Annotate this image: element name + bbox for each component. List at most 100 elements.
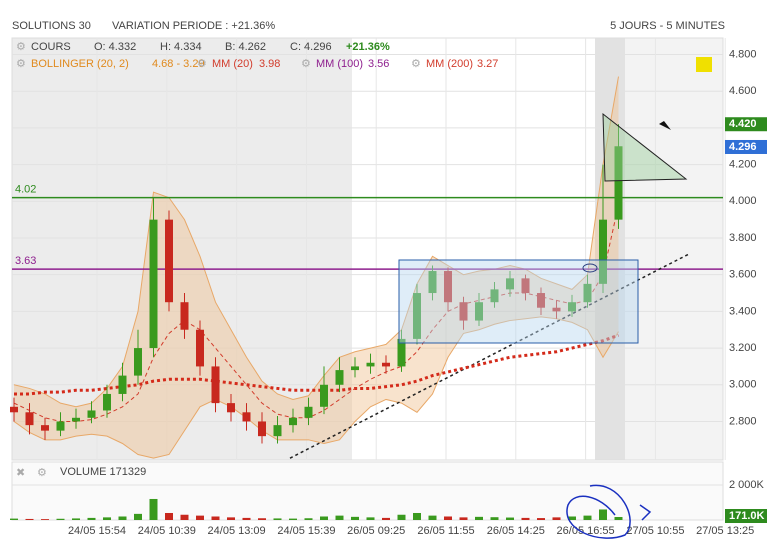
- volume-bar: [227, 517, 235, 520]
- volume-bar: [103, 517, 111, 520]
- volume-bar: [25, 518, 34, 520]
- price-tag-label: 4.296: [729, 141, 757, 153]
- y-tick-label: 2.800: [729, 415, 757, 427]
- volume-bar: [583, 515, 592, 520]
- gear-icon[interactable]: ⚙: [197, 58, 207, 70]
- volume-bar: [397, 514, 406, 520]
- y-tick-label: 4.600: [729, 85, 757, 97]
- bollinger-lower: [13, 316, 619, 459]
- volume-bar: [428, 515, 437, 520]
- bollinger-upper: [13, 76, 619, 408]
- legend-high: H: 4.334: [160, 41, 202, 53]
- gear-icon[interactable]: ⚙: [301, 58, 311, 70]
- candle-body: [320, 384, 328, 407]
- candle-body: [382, 362, 390, 367]
- x-tick-label: 24/05 13:09: [208, 525, 266, 537]
- volume-bar: [382, 517, 390, 520]
- candle-body: [506, 278, 514, 290]
- close-icon[interactable]: ✖: [16, 467, 25, 479]
- price-tag: [725, 117, 767, 132]
- candle-body: [459, 302, 468, 321]
- y-tick-label: 3.800: [729, 232, 757, 244]
- volume-bar: [41, 519, 49, 520]
- candle-body: [366, 362, 375, 367]
- candle-body: [134, 348, 142, 376]
- candle-body: [537, 293, 545, 308]
- candle-body: [196, 329, 204, 367]
- volume-bar: [289, 518, 297, 520]
- candle-body: [41, 425, 49, 431]
- annotation-triangle: [602, 112, 688, 182]
- volume-bar: [459, 517, 468, 520]
- x-tick-label: 26/05 11:55: [417, 525, 474, 537]
- candle-body: [304, 406, 313, 418]
- y-tick-label: 4.000: [729, 195, 757, 207]
- candle-body: [397, 338, 406, 367]
- gear-icon[interactable]: ⚙: [37, 467, 47, 479]
- candle-body: [118, 375, 127, 394]
- candle-body: [475, 302, 483, 321]
- legend-mm100: MM (100): [316, 58, 363, 70]
- y-tick-label: 4.200: [729, 159, 757, 171]
- volume-bar: [196, 515, 204, 520]
- legend-open: O: 4.332: [94, 41, 136, 53]
- trendline: [289, 253, 689, 459]
- cursor-arrow: [659, 121, 671, 130]
- legend-mm20-value: 3.98: [259, 58, 280, 70]
- x-tick-label: 24/05 10:39: [138, 525, 196, 537]
- legend-cours: COURS: [31, 41, 71, 53]
- volume-bar: [258, 518, 266, 520]
- volume-bar: [165, 512, 173, 520]
- legend-bollinger: BOLLINGER (20, 2): [31, 58, 129, 70]
- volume-bar: [211, 516, 220, 520]
- x-tick-label: 24/05 15:39: [277, 525, 335, 537]
- volume-bar: [242, 517, 251, 520]
- x-tick-label: 24/05 15:54: [68, 525, 126, 537]
- candle-body: [25, 412, 34, 426]
- gear-icon[interactable]: ⚙: [411, 58, 421, 70]
- candle-body: [211, 366, 220, 404]
- volume-bar: [149, 498, 158, 520]
- candle-body: [428, 271, 437, 294]
- candle-body: [149, 219, 158, 349]
- volume-bar: [614, 517, 623, 520]
- candle-body: [56, 421, 65, 431]
- gear-icon[interactable]: ⚙: [16, 58, 26, 70]
- candle-body: [521, 278, 530, 294]
- legend-bollinger-value: 4.68 - 3.29: [152, 58, 205, 70]
- level-label: 3.63: [15, 255, 36, 267]
- candle-body: [227, 403, 235, 413]
- price-tag-label: 4.420: [729, 118, 757, 130]
- volume-bar: [335, 515, 344, 520]
- legend-mm100-value: 3.56: [368, 58, 389, 70]
- volume-bar: [118, 516, 127, 520]
- period: 5 JOURS - 5 MINUTES: [610, 20, 725, 32]
- candle-body: [568, 302, 576, 312]
- x-tick-label: 26/05 09:25: [347, 525, 405, 537]
- annotation-ellipse: [582, 263, 598, 273]
- candle-body: [444, 271, 452, 303]
- subtitle: VARIATION PERIODE : +21.36%: [112, 20, 275, 32]
- candle-body: [583, 283, 592, 303]
- volume-bar: [537, 518, 545, 520]
- volume-bar: [10, 518, 18, 520]
- volume-bar: [521, 517, 530, 520]
- volume-tick-label: 2 000K: [729, 479, 765, 491]
- note-icon[interactable]: [696, 57, 712, 72]
- annotation-box: [398, 259, 639, 344]
- volume-bar: [599, 509, 607, 520]
- volume-bar: [180, 514, 189, 520]
- volume-bar: [413, 512, 421, 520]
- volume-bar: [56, 518, 65, 520]
- volume-bar: [320, 516, 328, 520]
- gear-icon[interactable]: ⚙: [16, 41, 26, 53]
- candle-body: [599, 219, 607, 284]
- volume-bar: [506, 517, 514, 520]
- y-tick-label: 4.800: [729, 48, 757, 60]
- volume-tag-label: 171.0K: [729, 510, 765, 522]
- legend-mm200: MM (200): [426, 58, 473, 70]
- candle-body: [490, 289, 499, 303]
- mm20-line: [13, 204, 619, 422]
- volume-bar: [552, 517, 561, 520]
